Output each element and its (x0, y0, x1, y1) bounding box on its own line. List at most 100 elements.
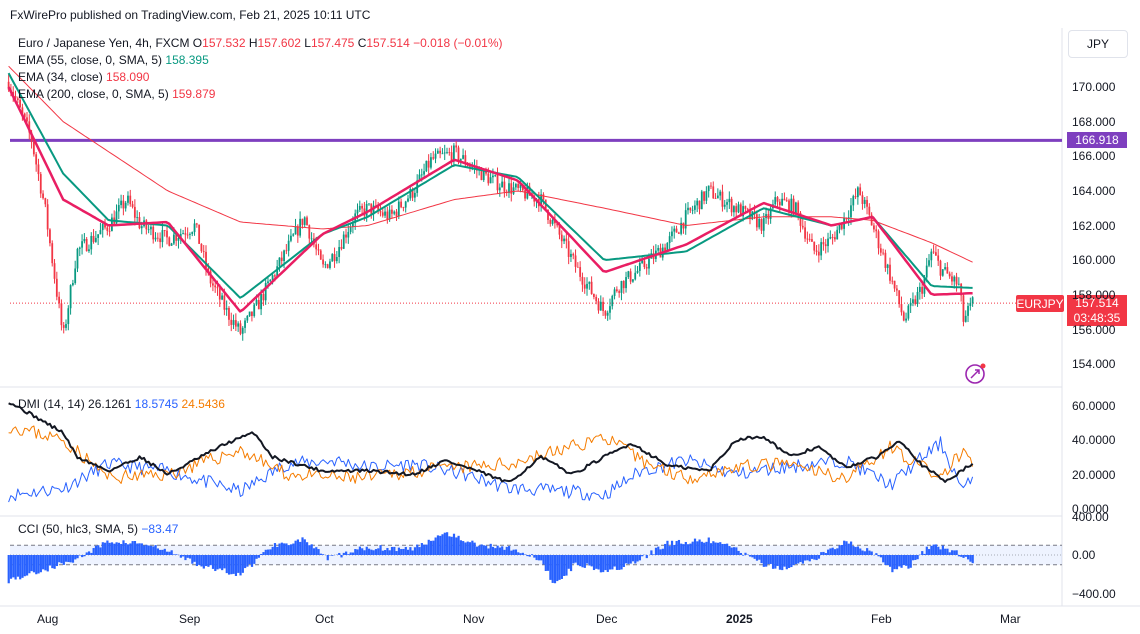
cci-bar (868, 550, 871, 555)
candle-body (315, 244, 318, 250)
candle-body (308, 225, 311, 239)
candle-body (785, 200, 788, 202)
candle-body (501, 181, 503, 188)
candle-body (836, 229, 839, 240)
cci-bar (468, 542, 472, 555)
cci-bar (870, 551, 873, 555)
candle-body (854, 196, 857, 198)
candle-body (634, 272, 637, 280)
cci-bar (16, 555, 20, 577)
cci-bar (115, 542, 118, 555)
candle-body (882, 252, 885, 254)
candle-body (721, 191, 724, 207)
candle-body (567, 241, 570, 257)
candle-body (572, 253, 575, 256)
candle-body (549, 219, 552, 224)
cci-bar (395, 551, 398, 555)
candle-body (147, 229, 150, 231)
cci-bar (514, 549, 518, 555)
candle-body (615, 289, 618, 292)
cci-bar (790, 555, 793, 568)
cci-bar (347, 554, 350, 555)
cci-bar (149, 545, 153, 555)
cci-bar (53, 555, 56, 569)
candle-body (457, 147, 460, 161)
cci-bar (719, 542, 722, 555)
cci-bar (847, 543, 850, 555)
cci-bar (370, 549, 373, 555)
candle-body (489, 177, 492, 184)
cci-bar (71, 555, 75, 563)
cci-bar (765, 555, 768, 567)
cci-bar (416, 544, 419, 555)
candle-body (593, 294, 595, 297)
candle-body (496, 175, 499, 191)
countdown-tag: 03:48:35 (1067, 310, 1127, 326)
candle-body (804, 227, 806, 239)
cci-bar (358, 546, 361, 555)
candle-body (237, 323, 240, 327)
cci-bar (48, 555, 52, 566)
candle-body (618, 291, 621, 293)
cci-bar (588, 555, 591, 566)
candle-body (90, 235, 93, 250)
candle-body (152, 226, 155, 240)
cci-bar (654, 547, 658, 555)
cci-bar (540, 555, 543, 561)
candle-body (255, 300, 258, 305)
candle-body (719, 191, 722, 196)
candle-body (815, 250, 818, 252)
cci-bar (638, 555, 642, 561)
cci-bar (684, 541, 687, 555)
cci-bar (581, 555, 584, 568)
candle-body (671, 231, 673, 237)
candle-body (386, 211, 389, 220)
instrument-name: Euro / Japanese Yen, 4h, FXCM (18, 36, 190, 50)
cci-bar (367, 548, 371, 555)
x-tick-label: 2025 (726, 612, 753, 626)
candle-body (202, 251, 205, 252)
candle-body (101, 224, 104, 231)
candle-body (737, 204, 740, 213)
candle-body (710, 185, 712, 187)
dmi-plus-value: 18.5745 (134, 397, 179, 411)
candle-body (726, 202, 728, 205)
cci-bar (673, 544, 676, 555)
candle-body (260, 294, 262, 310)
candle-body (427, 160, 430, 168)
candle-body (225, 307, 228, 310)
candle-body (937, 255, 940, 261)
candle-body (39, 174, 42, 194)
cci-bar (879, 555, 883, 558)
x-tick-label: Feb (871, 612, 892, 626)
cci-bar (418, 547, 421, 555)
candle-body (480, 169, 483, 181)
cci-bar (280, 542, 283, 555)
candle-body (14, 96, 17, 99)
candle-body (808, 238, 811, 240)
candle-body (97, 234, 100, 238)
cci-bar (503, 549, 506, 555)
candle-body (609, 306, 611, 313)
ema34-legend: EMA (34, close) 158.090 (18, 70, 149, 84)
cci-bar (909, 555, 912, 568)
candle-body (498, 187, 501, 191)
cci-bar (303, 539, 306, 555)
candle-body (693, 205, 696, 210)
cci-bar (856, 546, 860, 555)
cci-bar (342, 552, 345, 555)
cci-bar (664, 543, 667, 555)
cci-bar (728, 546, 731, 555)
cci-bar (462, 541, 465, 555)
candle-body (684, 210, 687, 229)
cci-bar (126, 544, 130, 555)
currency-button[interactable]: JPY (1068, 30, 1128, 58)
candle-body (962, 295, 965, 322)
y-tick-label: 160.000 (1072, 253, 1116, 267)
candle-body (765, 214, 767, 219)
candle-body (641, 260, 644, 263)
cci-bar (436, 535, 440, 555)
cci-bar (937, 546, 940, 555)
candle-body (209, 271, 212, 284)
